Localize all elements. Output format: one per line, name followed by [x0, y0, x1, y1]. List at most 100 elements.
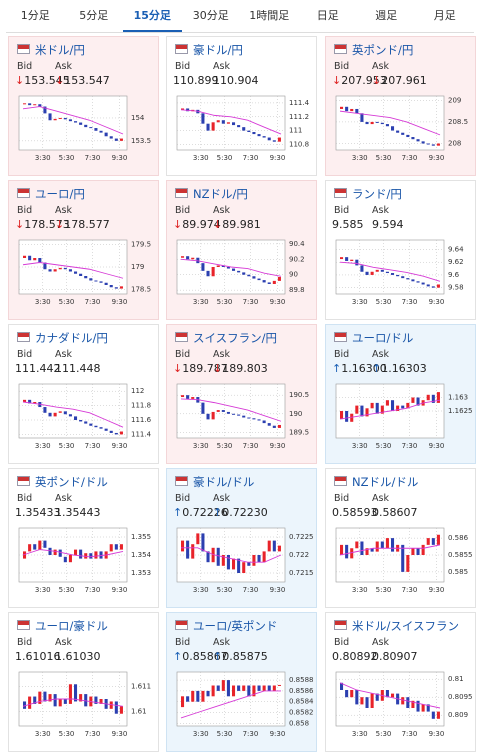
candle	[221, 265, 225, 267]
ask-value: 1.35443	[55, 506, 101, 519]
candle	[221, 120, 225, 124]
candle	[391, 273, 395, 275]
ask-value: 110.904	[213, 74, 259, 87]
candle	[119, 286, 123, 289]
tab[interactable]: 1分足	[20, 9, 50, 22]
x-tick-label: 7:30	[243, 442, 259, 450]
candle	[262, 420, 266, 424]
trend-arrow: ↑	[372, 362, 382, 375]
tab[interactable]: 15分足	[123, 0, 182, 32]
candle	[257, 555, 261, 563]
candle	[114, 701, 118, 714]
x-tick-label: 5:30	[59, 298, 75, 306]
ask-price: 153.547	[64, 74, 110, 87]
candle	[257, 134, 261, 137]
rate-card[interactable]: 英ポンド/ドル Bid Ask 1.35433 1.35443 1.355 1.354 1.3…	[8, 468, 159, 608]
moving-average	[180, 109, 282, 135]
rate-card[interactable]: 米ドル/スイスフラン Bid Ask 0.80892 0.80907 0.81 0.8095…	[325, 612, 476, 752]
x-tick-label: 7:30	[85, 586, 101, 594]
rate-card[interactable]: NZドル/ドル Bid Ask 0.58593 0.58607 0.586 0.5855 0.…	[325, 468, 476, 608]
bid-price: 89.974	[182, 218, 221, 231]
y-tick-label: 208	[448, 140, 461, 148]
candle	[421, 704, 425, 712]
y-tick-label: 208.5	[448, 118, 468, 126]
trend-arrow: ↓	[55, 74, 65, 87]
trend-arrow: ↓	[55, 218, 65, 231]
candle	[237, 558, 241, 573]
ask-price: 207.961	[381, 74, 427, 87]
tab[interactable]: 月足	[433, 9, 456, 22]
y-tick-label: 9.58	[448, 284, 464, 292]
y-tick-label: 0.8584	[289, 698, 314, 706]
x-tick-label: 7:30	[402, 442, 418, 450]
pair-name: 英ポンド/円	[352, 43, 414, 57]
rate-card[interactable]: ランド/円 Bid Ask 9.585 9.594 9.64 9.62 9.6 9.58 3:30…	[325, 180, 476, 320]
rate-card[interactable]: 英ポンド/円 Bid Ask ↓207.953 ↓207.961 209 208.5 208 3…	[325, 36, 476, 176]
bid-price: 153.545	[24, 74, 70, 87]
bid-label: Bid	[17, 349, 33, 360]
candle	[23, 255, 27, 258]
tab[interactable]: 30分足	[192, 9, 229, 22]
candle	[252, 418, 256, 420]
x-tick-label: 3:30	[193, 586, 209, 594]
bid-price: 0.80892	[332, 650, 378, 663]
rate-card[interactable]: 豪ドル/円 Bid Ask 110.899 110.904 111.4 111.2 111 11…	[166, 36, 317, 176]
candle	[48, 113, 52, 121]
y-tick-label: 179	[131, 263, 144, 271]
ask-price: 110.904	[213, 74, 259, 87]
candle	[262, 280, 266, 283]
candle	[247, 562, 251, 566]
candle	[411, 137, 415, 140]
x-tick-label: 9:30	[429, 298, 445, 306]
ask-value: 1.61030	[55, 650, 101, 663]
candle	[43, 407, 47, 413]
candle	[406, 555, 410, 572]
candle	[267, 282, 271, 284]
pair-title: ユーロ/英ポンド	[175, 618, 277, 634]
candle	[406, 278, 410, 280]
rate-card[interactable]: ユーロ/ドル Bid Ask ↑1.16300 ↑1.16303 1.163 1.1625 3…	[325, 324, 476, 464]
ask-value: ↓207.961	[372, 74, 427, 87]
bid-value: ↓153.545	[15, 74, 70, 87]
mini-chart: 0.81 0.8095 0.809 3:30 5:30 7:30 9:30	[335, 671, 473, 738]
candle	[43, 262, 47, 270]
rate-card[interactable]: ユーロ/英ポンド Bid Ask ↑0.85867 ↑0.85875 0.8588 0.85…	[166, 612, 317, 752]
candle	[181, 395, 185, 398]
tab[interactable]: 日足	[316, 9, 339, 22]
flag-icon	[17, 44, 30, 54]
rate-card[interactable]: カナダドル/円 Bid Ask 111.442 111.448 112 111.8 111.6…	[8, 324, 159, 464]
rate-card[interactable]: 米ドル/円 Bid Ask ↓153.545 ↓153.547 154 153.5 3:30 5…	[8, 36, 159, 176]
ask-price: 89.981	[222, 218, 261, 231]
candle	[186, 108, 190, 112]
candle	[396, 405, 400, 411]
candle	[216, 547, 220, 566]
tab[interactable]: 1時間足	[249, 9, 290, 22]
ask-value: 0.80907	[372, 650, 418, 663]
x-tick-label: 7:30	[402, 586, 418, 594]
x-tick-label: 9:30	[270, 730, 286, 738]
rate-card[interactable]: スイスフラン/円 Bid Ask ↓189.787 ↓189.803 190.5 190 18…	[166, 324, 317, 464]
candle	[109, 285, 113, 288]
candle	[421, 544, 425, 555]
mini-chart: 1.611 1.61 3:30 5:30 7:30 9:30	[18, 671, 151, 738]
candle	[242, 685, 246, 691]
pair-name: 豪ドル/円	[193, 43, 243, 57]
moving-average	[22, 262, 124, 279]
bid-label: Bid	[17, 637, 33, 648]
tab[interactable]: 5分足	[79, 9, 109, 22]
candle	[257, 419, 261, 421]
rate-card[interactable]: ユーロ/円 Bid Ask ↓178.573 ↓178.577 179.5 179 178.5…	[8, 180, 159, 320]
tab[interactable]: 週足	[375, 9, 398, 22]
x-tick-label: 7:30	[85, 298, 101, 306]
pair-title: スイスフラン/円	[175, 330, 277, 346]
bid-price: 0.72226	[182, 506, 228, 519]
candle	[94, 280, 98, 282]
ask-value: ↑0.85875	[213, 650, 268, 663]
rate-card[interactable]: NZドル/円 Bid Ask ↓89.974 ↓89.981 90.4 90.2 90 89.8…	[166, 180, 317, 320]
rate-card[interactable]: 豪ドル/ドル Bid Ask ↑0.72226 ↑0.72230 0.7225 0.722 0…	[166, 468, 317, 608]
candle	[221, 555, 225, 566]
ask-price: 111.448	[55, 362, 101, 375]
y-tick-label: 9.6	[448, 271, 460, 279]
trend-arrow: ↑	[213, 506, 223, 519]
rate-card[interactable]: ユーロ/豪ドル Bid Ask 1.61016 1.61030 1.611 1.61 3:30…	[8, 612, 159, 752]
